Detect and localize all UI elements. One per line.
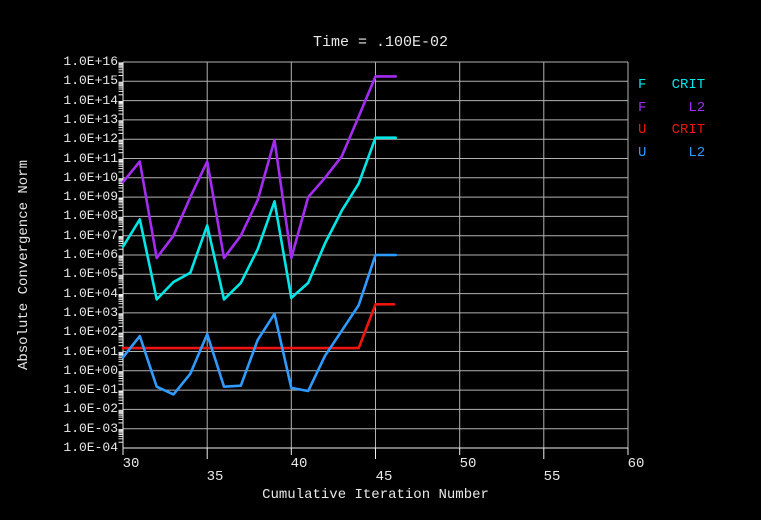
y-tick-label: 1.0E+11 [63, 151, 118, 166]
x-tick-label: 35 [206, 469, 224, 485]
y-tick-label: 1.0E+10 [63, 170, 118, 185]
x-tick-label: 60 [627, 456, 645, 472]
legend-item: U L2 [638, 145, 706, 161]
y-tick-label: 1.0E+00 [63, 363, 118, 378]
y-tick-label: 1.0E+09 [63, 189, 118, 204]
y-tick-label: 1.0E+02 [63, 324, 118, 339]
chart-title: Time = .100E-02 [312, 34, 449, 51]
x-tick-label: 30 [122, 456, 140, 472]
y-tick-label: 1.0E+16 [63, 54, 118, 69]
series-line-U-CRIT [121, 302, 396, 350]
series-line-U-L2 [121, 253, 398, 396]
y-tick-label: 1.0E+03 [63, 305, 118, 320]
y-tick-label: 1.0E+07 [63, 228, 118, 243]
legend-item: U CRIT [638, 122, 706, 138]
y-tick-label: 1.0E+15 [63, 73, 118, 88]
x-tick-label: 55 [543, 469, 561, 485]
legend-item: F CRIT [638, 77, 706, 93]
y-tick-label: 1.0E-04 [63, 440, 118, 455]
y-tick-label: 1.0E+01 [63, 344, 118, 359]
y-tick-label: 1.0E+04 [63, 286, 118, 301]
y-tick-label: 1.0E-03 [63, 421, 118, 436]
y-tick-label: 1.0E-02 [63, 401, 118, 416]
legend-item: F L2 [638, 100, 706, 116]
y-tick-label: 1.0E+12 [63, 131, 118, 146]
y-tick-label: 1.0E+08 [63, 208, 118, 223]
x-tick-label: 45 [375, 469, 393, 485]
y-tick-label: 1.0E+05 [63, 266, 118, 281]
y-tick-label: 1.0E+06 [63, 247, 118, 262]
y-tick-label: 1.0E+14 [63, 93, 118, 108]
x-tick-label: 50 [459, 456, 477, 472]
y-tick-label: 1.0E+13 [63, 112, 118, 127]
x-tick-label: 40 [290, 456, 308, 472]
y-tick-label: 1.0E-01 [63, 382, 118, 397]
series-line-F-L2 [121, 75, 398, 260]
x-axis-title: Cumulative Iteration Number [262, 487, 489, 503]
series-line-F-CRIT [121, 136, 398, 301]
